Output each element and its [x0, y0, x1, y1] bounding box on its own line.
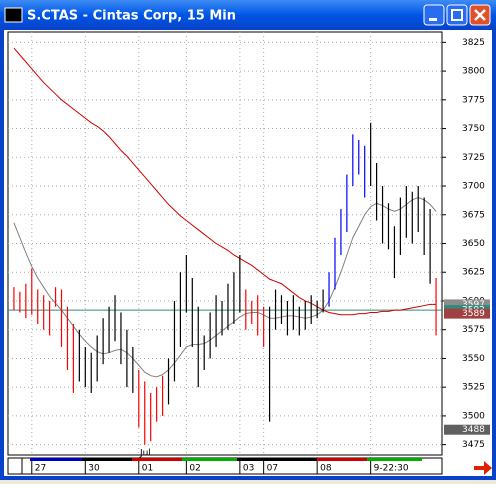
price-marker	[444, 299, 490, 310]
x-tick-label: 27	[35, 464, 46, 474]
y-tick-label: 3500	[462, 411, 485, 421]
session-bar	[132, 458, 182, 461]
session-bar	[182, 458, 237, 461]
price-marker-label: 3597	[462, 300, 485, 310]
y-tick-label: 3525	[462, 383, 485, 393]
session-bar	[30, 458, 82, 461]
y-tick-label: 3575	[462, 325, 485, 335]
price-marker	[444, 308, 490, 319]
y-tick-label: 3475	[462, 440, 485, 450]
app-icon	[4, 7, 23, 23]
price-marker	[444, 424, 490, 435]
moving-average	[13, 47, 437, 316]
y-tick-label: 3625	[462, 268, 485, 278]
x-tick-label: 01	[142, 464, 153, 474]
y-tick-label: 3650	[462, 239, 485, 249]
price-marker-label: 3589	[462, 309, 485, 319]
y-tick-label: 3825	[462, 38, 485, 48]
window-title: S.CTAS - Cintas Corp, 15 Min	[27, 9, 236, 24]
y-tick-label: 3775	[462, 95, 485, 105]
moving-average	[13, 196, 437, 378]
max-button[interactable]	[446, 4, 468, 26]
y-tick-label: 3750	[462, 124, 485, 134]
x-tick-label: 9-22:30	[374, 464, 409, 474]
min-button[interactable]	[423, 4, 445, 26]
y-tick-label: 3725	[462, 153, 485, 163]
price-marker-label: 3488	[462, 425, 485, 435]
session-bar	[317, 458, 367, 461]
x-tick-label: 02	[189, 464, 200, 474]
scroll-arrow[interactable]	[474, 461, 492, 475]
y-tick-label: 3550	[462, 354, 485, 364]
y-tick-label: 3800	[462, 67, 485, 77]
close-button[interactable]	[469, 4, 491, 26]
x-tick-label: 30	[88, 464, 100, 474]
x-tick-label: 08	[320, 464, 332, 474]
title-bar	[0, 0, 496, 30]
x-tick-label: 07	[267, 464, 278, 474]
session-bar	[82, 458, 132, 461]
y-tick-label: 3675	[462, 210, 485, 220]
session-bar	[367, 458, 422, 461]
x-tick-label: 03	[243, 464, 254, 474]
session-bar	[237, 458, 317, 461]
annotation: Jul	[139, 449, 151, 459]
y-tick-label: 3700	[462, 182, 485, 192]
corner-box	[7, 457, 23, 475]
